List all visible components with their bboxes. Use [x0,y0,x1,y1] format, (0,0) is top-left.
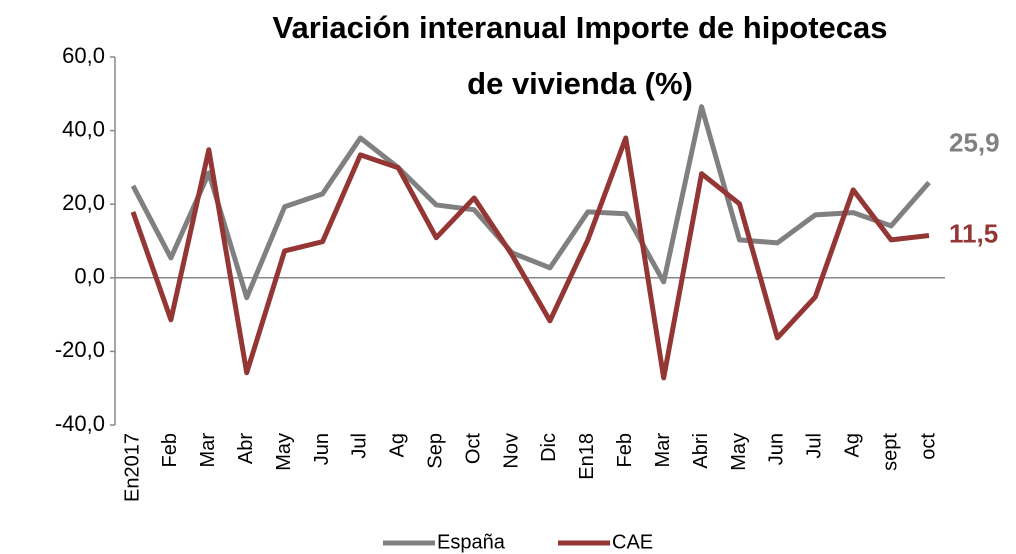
x-tick-label: May [273,433,295,471]
x-tick-label: Ag [387,433,409,457]
x-tick-label: Ag [841,433,863,457]
x-tick-label: Abr [235,433,257,464]
x-tick-label: En2017 [121,433,143,502]
x-tick-label: Abri [690,433,712,469]
y-tick-label: 20,0 [62,190,105,215]
x-tick-label: Sep [425,433,447,469]
legend-label: CAE [612,531,653,553]
series-line [130,135,930,381]
x-tick-label: Dic [538,433,560,462]
legend-label: España [437,531,506,553]
x-tick-label: Jul [804,433,826,459]
y-tick-label: 0,0 [74,264,105,289]
data-label: 25,9 [949,127,1000,157]
x-tick-label: Feb [614,433,636,467]
x-tick-label: Jul [349,433,371,459]
y-tick-label: -20,0 [55,337,105,362]
y-tick-label: 60,0 [62,43,105,68]
x-tick-label: Jun [311,433,333,465]
chart-title: de vivienda (%) [467,66,693,101]
x-tick-label: Jun [766,433,788,465]
y-tick-label: 40,0 [62,116,105,141]
x-tick-label: En18 [576,433,598,480]
x-tick-label: Mar [197,433,219,468]
series-line [130,104,931,301]
x-tick-label: oct [917,433,939,460]
y-tick-label: -40,0 [55,411,105,436]
x-tick-label: Feb [159,433,181,467]
x-tick-label: Nov [500,433,522,469]
x-tick-label: Oct [462,433,484,465]
x-tick-label: sept [879,433,901,471]
x-tick-label: Mar [652,433,674,468]
x-tick-label: May [728,433,750,471]
data-label: 11,5 [949,218,998,248]
chart-title: Variación interanual Importe de hipoteca… [272,10,887,45]
